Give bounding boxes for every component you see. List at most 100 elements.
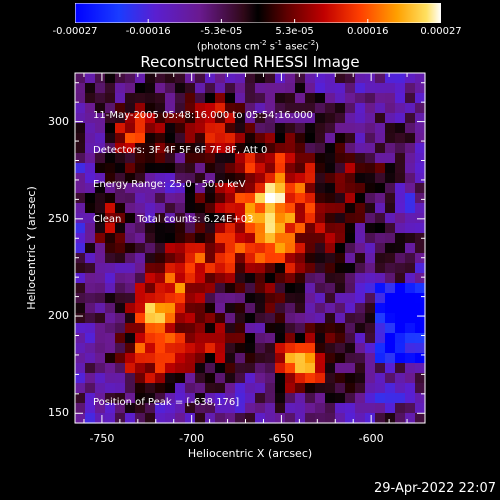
- heatmap-cell: [325, 243, 336, 254]
- heatmap-cell: [415, 363, 426, 374]
- heatmap-cell: [165, 363, 176, 374]
- heatmap-cell: [365, 113, 376, 124]
- heatmap-cell: [315, 123, 326, 134]
- peak-position-label: Position of Peak = [-638,176]: [93, 397, 240, 408]
- heatmap-cell: [365, 173, 376, 184]
- heatmap-cell: [165, 293, 176, 304]
- heatmap-cell: [195, 113, 206, 124]
- heatmap-cell: [255, 253, 266, 264]
- heatmap-cell: [185, 243, 196, 254]
- heatmap-cell: [395, 203, 406, 214]
- heatmap-cell: [335, 163, 346, 174]
- heatmap-cell: [175, 103, 186, 114]
- heatmap-cell: [135, 383, 146, 394]
- heatmap-cell: [155, 403, 166, 414]
- heatmap-cell: [345, 283, 356, 294]
- heatmap-cell: [255, 263, 266, 274]
- heatmap-cell: [185, 293, 196, 304]
- heatmap-cell: [145, 233, 156, 244]
- heatmap-cell: [205, 283, 216, 294]
- heatmap-cell: [225, 233, 236, 244]
- heatmap-cell: [275, 153, 286, 164]
- heatmap-cell: [275, 183, 286, 194]
- heatmap-cell: [155, 93, 166, 104]
- heatmap-cell: [375, 173, 386, 184]
- heatmap-cell: [255, 403, 266, 414]
- heatmap-cell: [355, 123, 366, 134]
- heatmap-cell: [205, 303, 216, 314]
- heatmap-cell: [155, 363, 166, 374]
- heatmap-cell: [275, 393, 286, 404]
- heatmap-cell: [85, 243, 96, 254]
- heatmap-cell: [325, 223, 336, 234]
- heatmap-cell: [195, 183, 206, 194]
- heatmap-cell: [85, 393, 96, 404]
- heatmap-cell: [295, 403, 306, 414]
- heatmap-cell: [105, 333, 116, 344]
- heatmap-cell: [165, 193, 176, 204]
- heatmap-cell: [255, 173, 266, 184]
- heatmap-cell: [375, 303, 386, 314]
- heatmap-cell: [295, 143, 306, 154]
- heatmap-cell: [95, 403, 106, 414]
- heatmap-cell: [225, 293, 236, 304]
- heatmap-cell: [355, 293, 366, 304]
- colorbar-ticks: [75, 19, 441, 23]
- heatmap-cell: [165, 353, 176, 364]
- heatmap-cell: [415, 293, 426, 304]
- heatmap-cell: [295, 123, 306, 134]
- heatmap-cell: [175, 243, 186, 254]
- heatmap-cell: [385, 393, 396, 404]
- heatmap-cell: [105, 73, 116, 84]
- heatmap-cell: [335, 103, 346, 114]
- heatmap-cell: [175, 353, 186, 364]
- heatmap-cell: [405, 263, 416, 274]
- heatmap-cell: [145, 213, 156, 224]
- heatmap-cell: [325, 253, 336, 264]
- heatmap-cell: [325, 293, 336, 304]
- heatmap-cell: [155, 353, 166, 364]
- heatmap-cell: [215, 353, 226, 364]
- heatmap-cell: [225, 223, 236, 234]
- heatmap-cell: [115, 183, 126, 194]
- colorbar-gradient: [75, 3, 441, 23]
- heatmap-cell: [75, 123, 86, 134]
- heatmap-cell: [145, 113, 156, 124]
- heatmap-cell: [225, 243, 236, 254]
- heatmap-cell: [145, 83, 156, 94]
- heatmap-cell: [345, 143, 356, 154]
- heatmap-cell: [215, 313, 226, 324]
- heatmap-cell: [125, 393, 136, 404]
- heatmap-cell: [265, 363, 276, 374]
- heatmap-cell: [105, 293, 116, 304]
- heatmap-cell: [225, 413, 236, 424]
- heatmap-cell: [275, 83, 286, 94]
- heatmap-cell: [225, 73, 236, 84]
- heatmap-cell: [115, 353, 126, 364]
- heatmap-cell: [85, 113, 96, 124]
- heatmap-cell: [385, 403, 396, 414]
- heatmap-cell: [125, 103, 136, 114]
- heatmap-cell: [365, 153, 376, 164]
- heatmap-cell: [395, 313, 406, 324]
- heatmap-cell: [225, 333, 236, 344]
- heatmap-cell: [175, 173, 186, 184]
- x-tick-label: -700: [179, 432, 205, 445]
- heatmap-cell: [415, 403, 426, 414]
- heatmap-cell: [95, 383, 106, 394]
- heatmap-cell: [365, 363, 376, 374]
- heatmap-cell: [245, 153, 256, 164]
- heatmap-cell: [135, 183, 146, 194]
- heatmap-cell: [135, 253, 146, 264]
- heatmap-cell: [95, 163, 106, 174]
- heatmap-cell: [405, 303, 416, 314]
- heatmap-cell: [155, 143, 166, 154]
- heatmap-cell: [115, 343, 126, 354]
- heatmap-cell: [405, 333, 416, 344]
- heatmap-cell: [155, 383, 166, 394]
- heatmap-cell: [165, 243, 176, 254]
- heatmap-cell: [105, 163, 116, 174]
- heatmap-cell: [275, 283, 286, 294]
- heatmap-cell: [145, 283, 156, 294]
- heatmap-cell: [245, 193, 256, 204]
